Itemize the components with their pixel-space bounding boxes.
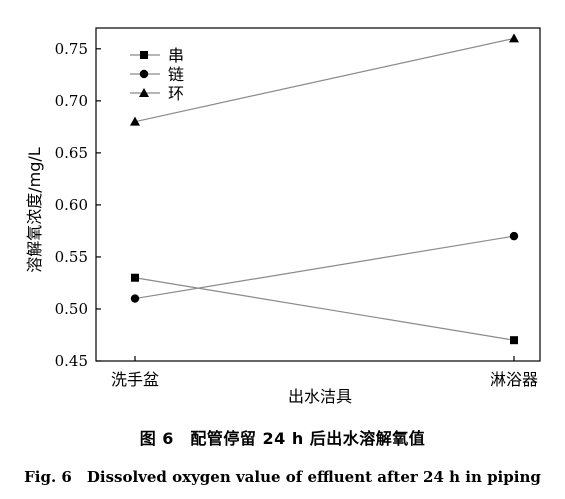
caption-chinese: 图 6 配管停留 24 h 后出水溶解氧值: [139, 429, 426, 448]
y-tick-label: 0.45: [55, 352, 88, 370]
legend-label: 链: [168, 65, 184, 84]
data-point-circle: [509, 231, 519, 241]
series-line-triangle: [134, 37, 515, 123]
data-point-triangle: [509, 33, 519, 43]
y-tick-label: 0.75: [55, 40, 88, 58]
y-tick-label: 0.60: [55, 196, 88, 214]
plot-frame: [95, 27, 541, 362]
series-lines: [134, 37, 515, 341]
x-axis-ticks: 洗手盆 淋浴器: [111, 356, 538, 389]
series-markers: [130, 33, 519, 345]
caption-english: Fig. 6 Dissolved oxygen value of effluen…: [24, 468, 541, 486]
y-tick-label: 0.50: [55, 300, 88, 318]
data-point-square: [131, 273, 139, 282]
legend-marker-triangle: [139, 88, 149, 97]
x-tick-label: 淋浴器: [490, 370, 538, 389]
x-tick-label: 洗手盆: [111, 370, 159, 389]
chart-axes: [95, 27, 541, 362]
legend: 串链环: [130, 46, 184, 103]
x-axis-label: 出水洁具: [288, 387, 352, 406]
y-axis-ticks: 0.45 0.50 0.55 0.60 0.65 0.70 0.75: [55, 40, 101, 370]
y-tick-label: 0.65: [55, 144, 88, 162]
data-point-triangle: [130, 116, 140, 126]
series-line-square: [134, 277, 515, 341]
legend-label: 串: [168, 46, 184, 65]
data-point-circle: [130, 294, 140, 303]
data-point-square: [510, 336, 518, 345]
legend-label: 环: [168, 84, 184, 103]
y-axis-label: 溶解氧浓度/mg/L: [25, 147, 44, 273]
dissolved-oxygen-chart: 0.450.500.550.600.650.700.75 洗手盆 淋浴器 串链环 …: [25, 27, 541, 406]
legend-marker-circle: [139, 69, 149, 79]
series-line-circle: [134, 235, 515, 300]
y-tick-label: 0.55: [55, 248, 88, 266]
y-tick-label: 0.70: [55, 92, 88, 110]
legend-marker-square: [140, 51, 148, 59]
